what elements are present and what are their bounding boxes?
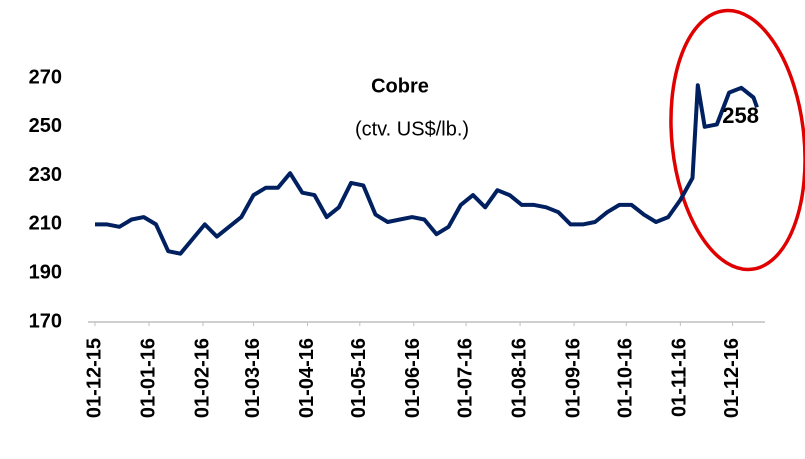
x-tick-label: 01-12-16 (721, 338, 743, 418)
x-tick-label: 01-10-16 (615, 338, 637, 418)
x-tick-label: 01-03-16 (242, 338, 264, 418)
x-tick-label: 01-05-16 (348, 338, 370, 418)
x-tick-label: 01-04-16 (296, 338, 318, 418)
y-tick-label: 170 (29, 310, 62, 332)
x-tick-label: 01-06-16 (402, 338, 424, 418)
x-tick-label: 01-09-16 (562, 338, 584, 418)
x-tick-label: 01-08-16 (508, 338, 530, 418)
y-tick-label: 250 (29, 115, 62, 137)
y-tick-label: 190 (29, 261, 62, 283)
x-tick-label: 01-11-16 (669, 338, 691, 417)
x-tick-label: 01-01-16 (137, 338, 159, 418)
data-label: 258 (722, 103, 759, 128)
chart-title: Cobre (371, 75, 429, 97)
highlight-ellipse (669, 8, 805, 272)
y-tick-label: 210 (29, 213, 62, 235)
x-tick-label: 01-12-15 (83, 338, 105, 418)
x-tick-label: 01-02-16 (191, 338, 213, 418)
y-tick-label: 270 (29, 66, 62, 88)
y-tick-label: 230 (29, 164, 62, 186)
series-line (95, 83, 759, 256)
x-tick-label: 01-07-16 (454, 338, 476, 418)
chart-subtitle: (ctv. US$/lb.) (355, 118, 469, 140)
